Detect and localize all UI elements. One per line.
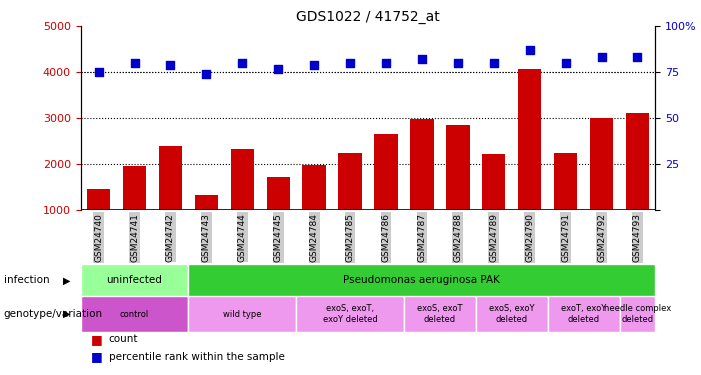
- Bar: [189, 296, 297, 332]
- Point: [237, 60, 248, 66]
- Bar: [590, 118, 613, 210]
- Point: [129, 60, 140, 66]
- Text: wild type: wild type: [223, 309, 261, 318]
- Point: [452, 60, 463, 66]
- Point: [632, 54, 643, 60]
- Point: [308, 62, 320, 68]
- Bar: [297, 296, 404, 332]
- Bar: [620, 296, 655, 332]
- Bar: [547, 296, 620, 332]
- Bar: [158, 146, 182, 210]
- Text: percentile rank within the sample: percentile rank within the sample: [109, 352, 285, 362]
- Text: exoT, exoY
deleted: exoT, exoY deleted: [561, 304, 606, 324]
- Text: count: count: [109, 334, 138, 345]
- Point: [273, 66, 284, 72]
- Bar: [446, 125, 470, 210]
- Bar: [482, 154, 505, 210]
- Bar: [518, 69, 541, 210]
- Bar: [231, 149, 254, 210]
- Point: [93, 69, 104, 75]
- Bar: [189, 264, 655, 296]
- Text: Pseudomonas aeruginosa PAK: Pseudomonas aeruginosa PAK: [343, 275, 501, 285]
- Point: [488, 60, 499, 66]
- Text: ▶: ▶: [63, 309, 70, 319]
- Point: [200, 71, 212, 77]
- Text: genotype/variation: genotype/variation: [4, 309, 102, 319]
- Text: uninfected: uninfected: [107, 275, 163, 285]
- Bar: [626, 112, 649, 210]
- Bar: [266, 177, 290, 210]
- Text: infection: infection: [4, 275, 49, 285]
- Text: control: control: [120, 309, 149, 318]
- Bar: [554, 153, 578, 210]
- Bar: [123, 166, 147, 210]
- Point: [524, 47, 536, 53]
- Text: ■: ■: [91, 350, 103, 363]
- Bar: [302, 165, 326, 210]
- Bar: [87, 189, 110, 210]
- Title: GDS1022 / 41752_at: GDS1022 / 41752_at: [296, 10, 440, 24]
- Bar: [195, 195, 218, 210]
- Text: exoS, exoY
deleted: exoS, exoY deleted: [489, 304, 534, 324]
- Point: [416, 56, 428, 62]
- Bar: [81, 264, 189, 296]
- Point: [596, 54, 607, 60]
- Text: ■: ■: [91, 333, 103, 346]
- Bar: [374, 134, 397, 210]
- Bar: [476, 296, 547, 332]
- Point: [344, 60, 355, 66]
- Text: ▶: ▶: [63, 275, 70, 285]
- Text: exoS, exoT,
exoY deleted: exoS, exoT, exoY deleted: [322, 304, 377, 324]
- Point: [381, 60, 392, 66]
- Bar: [410, 119, 434, 210]
- Text: exoS, exoT
deleted: exoS, exoT deleted: [417, 304, 463, 324]
- Bar: [404, 296, 476, 332]
- Point: [165, 62, 176, 68]
- Point: [560, 60, 571, 66]
- Text: needle complex
deleted: needle complex deleted: [604, 304, 671, 324]
- Bar: [81, 296, 189, 332]
- Bar: [339, 153, 362, 210]
